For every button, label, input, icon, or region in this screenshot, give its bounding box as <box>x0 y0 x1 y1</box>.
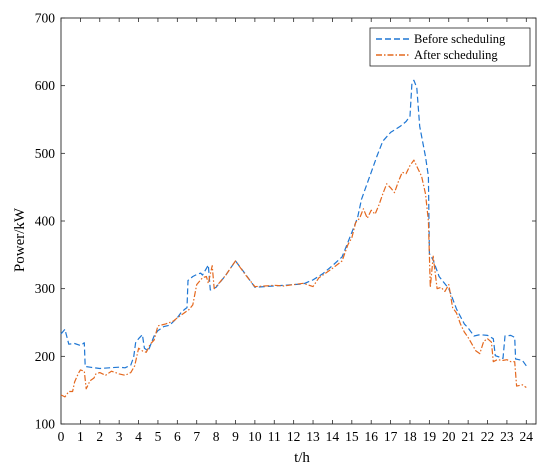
x-tick-label: 9 <box>232 429 239 444</box>
x-tick-label: 2 <box>96 429 103 444</box>
x-tick-label: 8 <box>213 429 220 444</box>
y-tick-label: 400 <box>35 214 56 229</box>
x-tick-label: 22 <box>481 429 495 444</box>
y-tick-label: 500 <box>35 146 56 161</box>
x-tick-label: 15 <box>345 429 359 444</box>
y-axis-ticks: 100 200 300 400 500 600 700 <box>35 11 536 432</box>
x-tick-label: 23 <box>500 429 514 444</box>
x-tick-label: 7 <box>193 429 200 444</box>
x-tick-label: 17 <box>384 429 398 444</box>
x-tick-label: 12 <box>287 429 301 444</box>
plot-area-border <box>60 17 537 425</box>
legend-label-before: Before scheduling <box>414 32 506 46</box>
y-tick-label: 700 <box>35 11 56 26</box>
x-tick-label: 13 <box>306 429 320 444</box>
x-tick-label: 21 <box>461 429 475 444</box>
x-tick-label: 1 <box>77 429 84 444</box>
y-tick-label: 600 <box>35 78 56 93</box>
x-tick-label: 10 <box>248 429 262 444</box>
x-tick-label: 24 <box>520 429 534 444</box>
x-tick-label: 11 <box>268 429 281 444</box>
legend-label-after: After scheduling <box>414 48 498 62</box>
x-axis-label: t/h <box>294 450 310 466</box>
series-line-after-scheduling <box>60 159 527 398</box>
x-tick-label: 3 <box>116 429 123 444</box>
plot-frame <box>60 17 537 425</box>
y-tick-label: 200 <box>35 349 56 364</box>
y-tick-label: 300 <box>35 281 56 296</box>
y-tick-label: 100 <box>35 417 56 432</box>
series-line-before-scheduling <box>60 79 527 370</box>
legend-box <box>369 27 531 67</box>
x-tick-label: 20 <box>442 429 456 444</box>
x-axis-ticks: 0 1 2 3 4 5 6 7 8 9 10 11 12 13 14 15 16 17 18 19 20 21 22 23 24 <box>58 18 534 444</box>
x-tick-label: 4 <box>135 429 142 444</box>
legend: Before scheduling After scheduling <box>369 27 531 67</box>
x-tick-label: 16 <box>364 429 378 444</box>
x-tick-label: 6 <box>174 429 181 444</box>
x-tick-label: 0 <box>58 429 65 444</box>
x-tick-label: 18 <box>403 429 417 444</box>
x-tick-label: 19 <box>423 429 437 444</box>
x-tick-label: 14 <box>326 429 340 444</box>
series-layer <box>60 79 527 398</box>
x-tick-label: 5 <box>155 429 162 444</box>
y-axis-label: Power/kW <box>12 207 28 272</box>
